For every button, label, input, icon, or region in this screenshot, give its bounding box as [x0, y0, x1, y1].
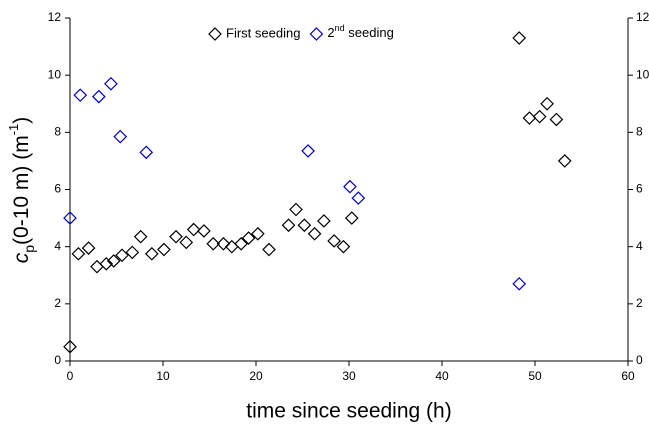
point	[125, 245, 140, 260]
y-tick-label: 4	[54, 239, 61, 253]
y-tick-label: 2	[54, 296, 61, 310]
point	[327, 234, 341, 248]
point	[234, 236, 248, 251]
legend-marker	[309, 27, 324, 41]
y-tick-label: 6	[54, 182, 61, 196]
point	[104, 76, 118, 91]
point	[139, 145, 154, 160]
point	[251, 226, 265, 241]
y2-tick-label: 10	[636, 67, 649, 81]
point	[262, 242, 276, 257]
point	[63, 339, 77, 354]
x-tick-label: 20	[249, 369, 263, 383]
point	[512, 276, 527, 291]
y-tick-label: 12	[48, 10, 62, 24]
legend-label: First seeding	[226, 25, 300, 40]
y2-tick-label: 8	[636, 125, 643, 139]
point	[317, 214, 331, 228]
point	[549, 112, 564, 127]
point	[63, 211, 77, 225]
y2-tick-label: 12	[636, 10, 649, 24]
point	[73, 88, 88, 103]
point	[301, 144, 315, 158]
y2-tick-label: 2	[636, 296, 643, 310]
point	[344, 211, 359, 225]
point	[157, 242, 171, 257]
x-tick-label: 60	[621, 369, 635, 383]
y-axis-label: cp(0-10 m) (m-1)	[6, 117, 37, 264]
y-tick-label: 10	[48, 67, 62, 81]
point	[512, 31, 527, 45]
point	[297, 218, 312, 233]
point	[522, 111, 537, 125]
point	[186, 222, 201, 237]
point	[532, 109, 547, 124]
point	[351, 191, 366, 205]
point	[336, 239, 351, 254]
point	[115, 248, 129, 263]
point	[216, 236, 231, 251]
point	[557, 154, 572, 168]
y-tick-label: 8	[54, 125, 61, 139]
point	[113, 129, 128, 144]
point	[241, 231, 256, 245]
point	[179, 235, 194, 250]
legend-marker	[208, 27, 222, 41]
point	[106, 254, 121, 268]
point	[281, 218, 296, 233]
point	[206, 236, 221, 251]
y2-tick-label: 4	[636, 239, 643, 253]
point	[540, 96, 554, 111]
point	[99, 256, 114, 271]
legend-label: 2nd seeding	[327, 23, 393, 40]
point	[307, 226, 322, 241]
y2-tick-label: 6	[636, 182, 643, 196]
x-tick-label: 40	[435, 369, 449, 383]
point	[144, 246, 159, 261]
point	[71, 246, 86, 261]
point	[133, 229, 148, 244]
point	[91, 89, 106, 104]
x-axis-label: time since seeding (h)	[246, 400, 451, 423]
point	[81, 241, 96, 255]
point	[197, 224, 211, 238]
x-tick-label: 0	[67, 369, 74, 383]
x-tick-label: 10	[156, 369, 170, 383]
y2-tick-label: 0	[636, 353, 643, 367]
x-tick-label: 30	[342, 369, 356, 383]
point	[169, 229, 183, 244]
point	[343, 179, 357, 194]
y-tick-label: 0	[54, 353, 61, 367]
point	[289, 202, 303, 217]
x-tick-label: 50	[528, 369, 542, 383]
